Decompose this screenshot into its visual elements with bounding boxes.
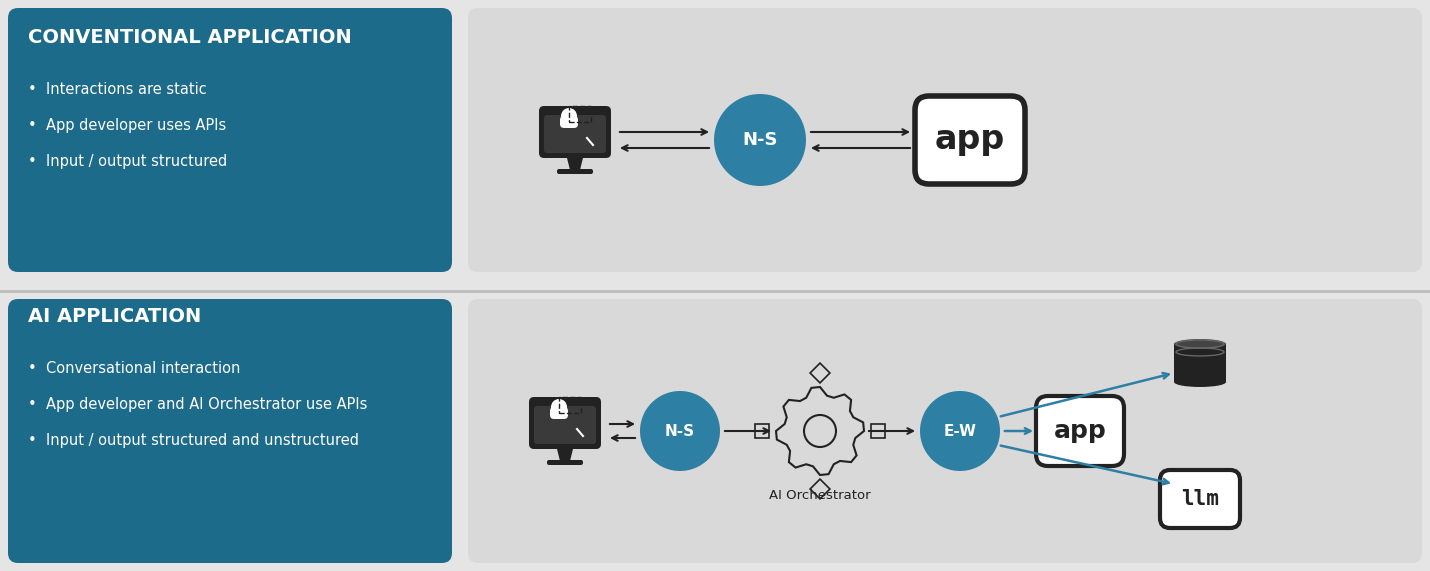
Circle shape [804,415,837,447]
FancyBboxPatch shape [558,169,593,174]
Text: AI APPLICATION: AI APPLICATION [29,307,202,326]
Text: app: app [935,123,1005,156]
Polygon shape [568,158,583,170]
Ellipse shape [1174,339,1226,349]
FancyBboxPatch shape [543,115,606,153]
Polygon shape [558,449,573,461]
Bar [569,106,591,122]
Text: •  App developer uses APIs: • App developer uses APIs [29,118,226,133]
Bar [1174,344,1226,382]
Polygon shape [776,387,864,475]
Bar [559,397,581,413]
Text: llm: llm [1181,489,1218,509]
Bar [811,479,829,499]
Text: AI Orchestrator: AI Orchestrator [769,489,871,502]
Text: •  Input / output structured: • Input / output structured [29,154,227,169]
FancyBboxPatch shape [1160,470,1240,528]
Text: •  Conversational interaction: • Conversational interaction [29,361,240,376]
Text: CONVENTIONAL APPLICATION: CONVENTIONAL APPLICATION [29,28,352,47]
FancyBboxPatch shape [9,299,452,563]
Bar [811,363,829,383]
FancyBboxPatch shape [468,8,1421,272]
Ellipse shape [551,399,568,415]
Ellipse shape [714,94,807,186]
FancyBboxPatch shape [1035,396,1124,466]
Text: E-W: E-W [944,424,977,439]
Ellipse shape [561,108,576,124]
FancyBboxPatch shape [539,106,611,158]
Bar [871,424,885,438]
Text: app: app [1054,419,1107,443]
Ellipse shape [641,391,719,471]
Text: •  App developer and AI Orchestrator use APIs: • App developer and AI Orchestrator use … [29,397,368,412]
FancyBboxPatch shape [9,8,452,272]
Text: •  Input / output structured and unstructured: • Input / output structured and unstruct… [29,433,359,448]
Ellipse shape [1174,377,1226,387]
FancyBboxPatch shape [551,407,568,419]
FancyBboxPatch shape [468,299,1421,563]
FancyBboxPatch shape [548,460,583,465]
FancyBboxPatch shape [915,96,1025,184]
Text: •  Interactions are static: • Interactions are static [29,82,207,97]
Text: N-S: N-S [742,131,778,149]
FancyBboxPatch shape [561,116,578,128]
FancyBboxPatch shape [533,406,596,444]
Ellipse shape [919,391,1000,471]
Text: N-S: N-S [665,424,695,439]
FancyBboxPatch shape [529,397,601,449]
Bar [755,424,769,438]
